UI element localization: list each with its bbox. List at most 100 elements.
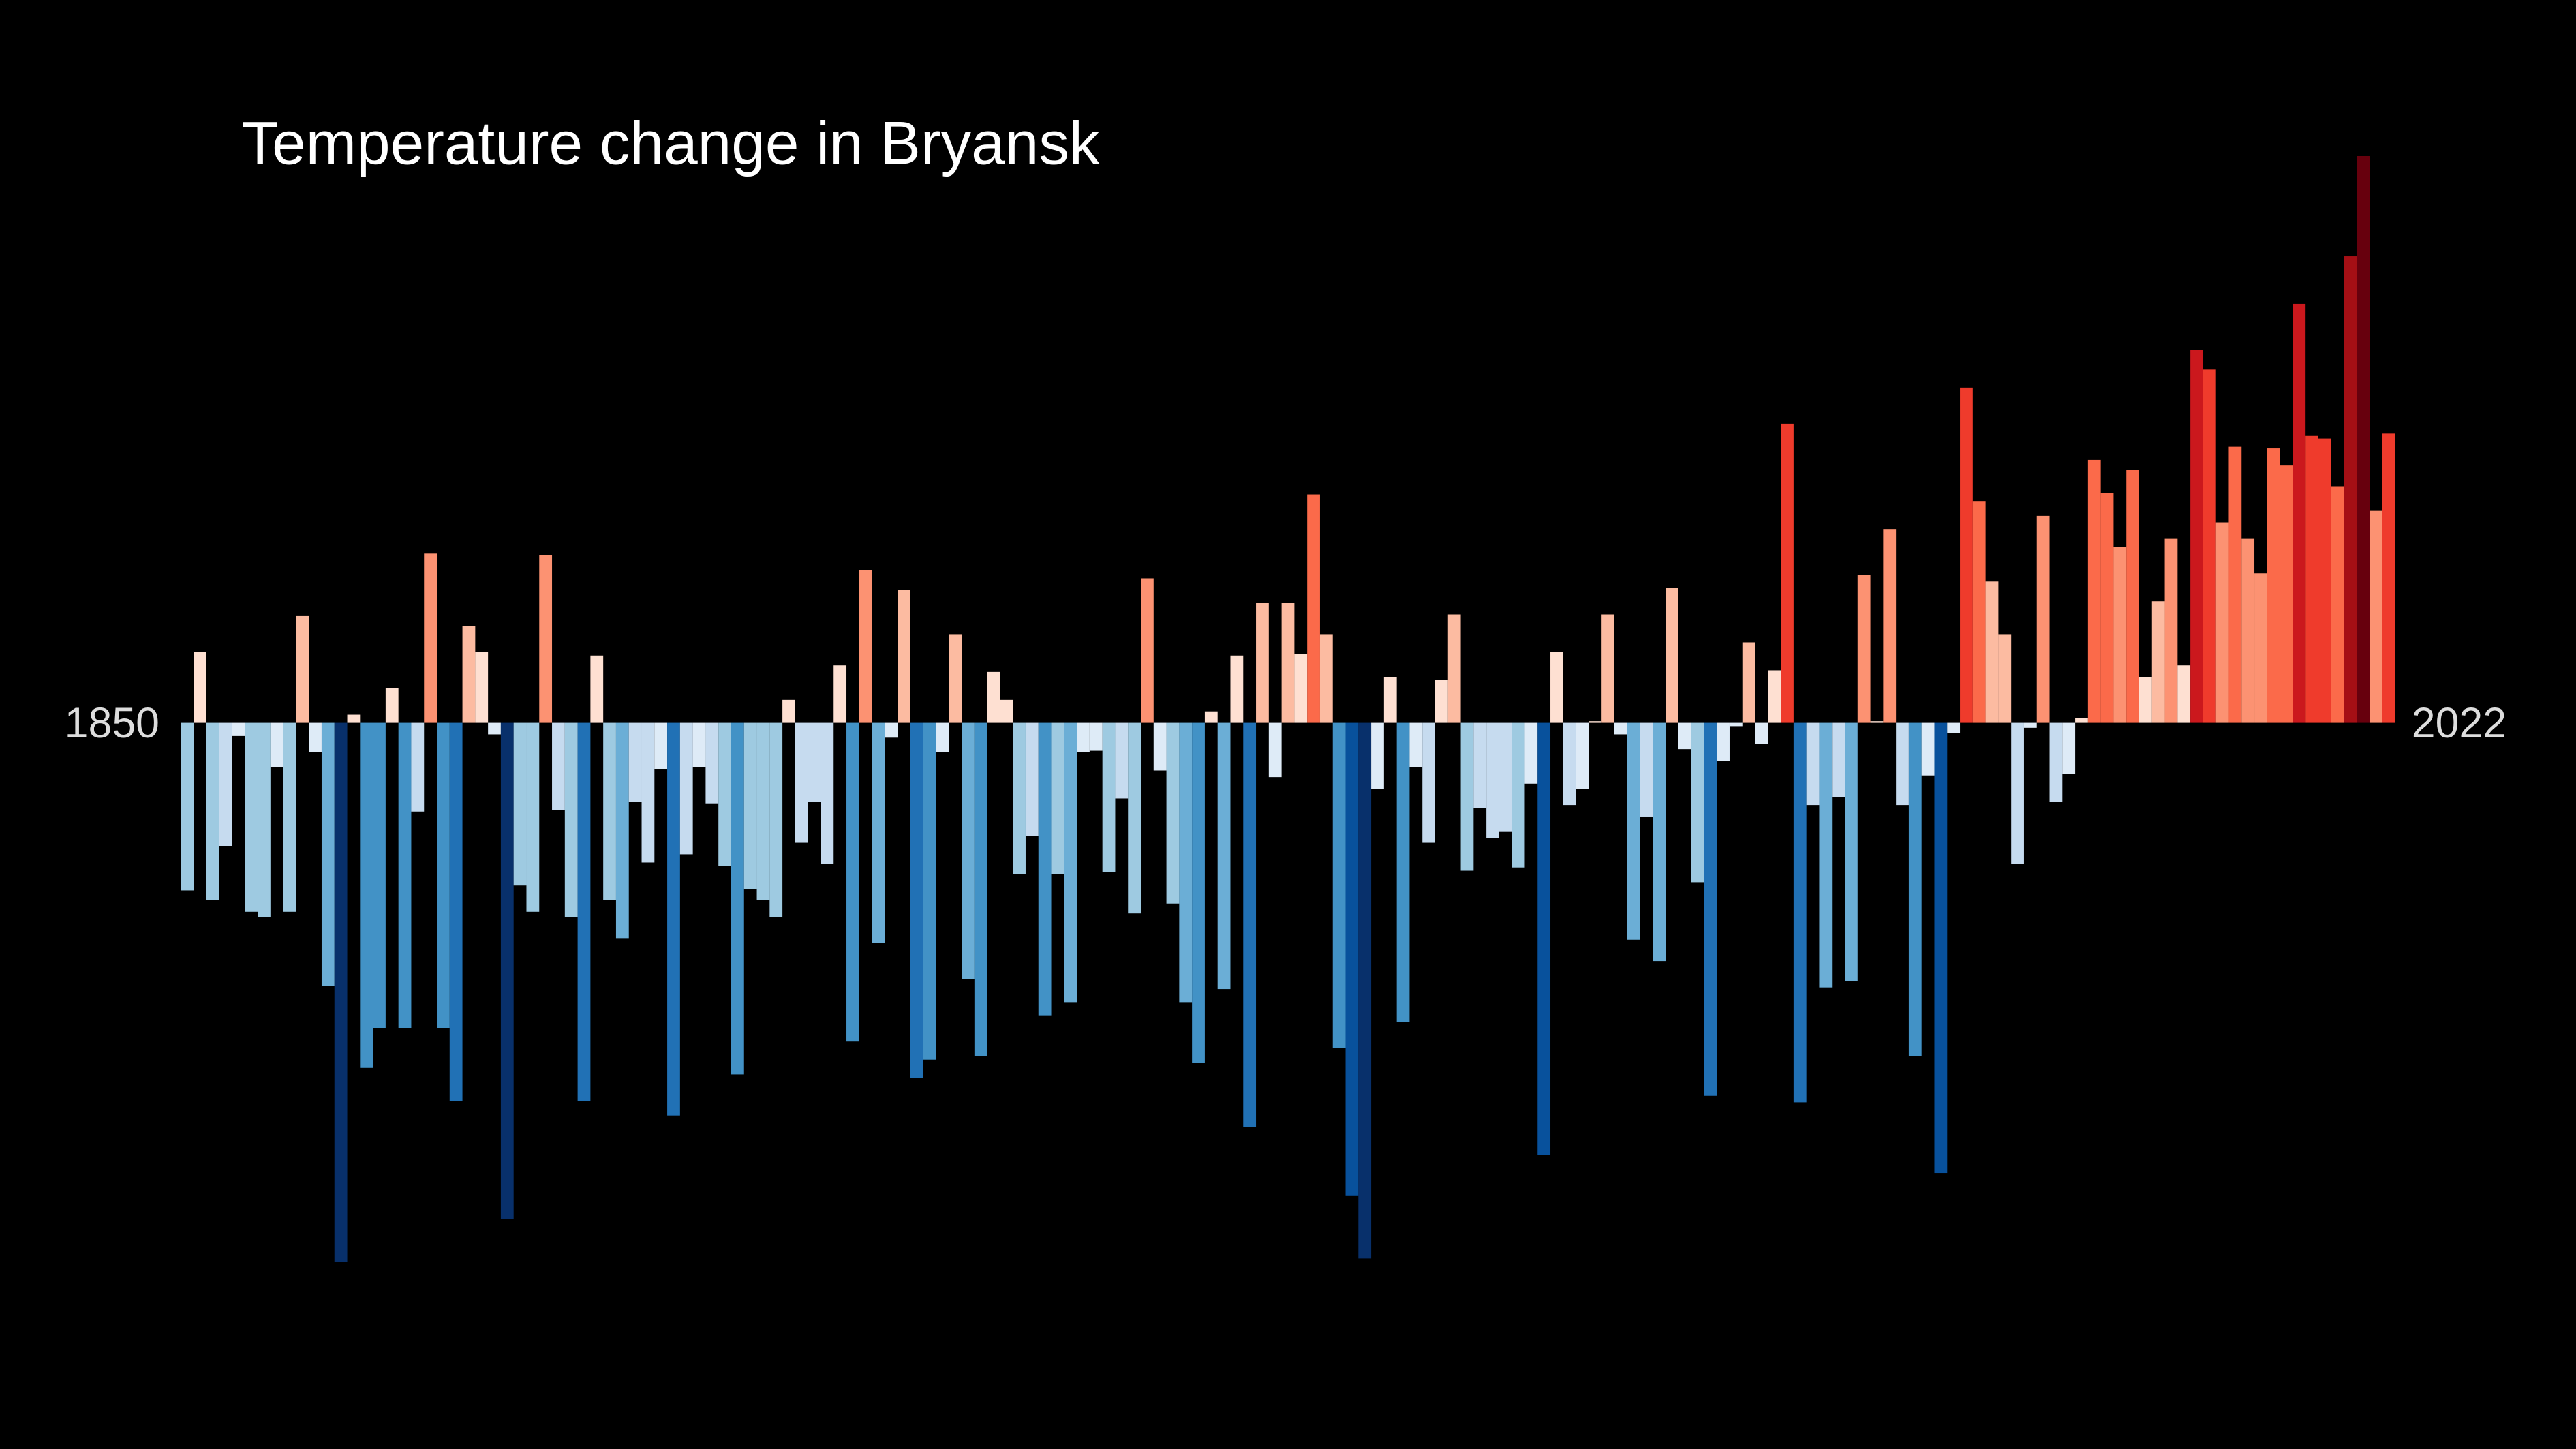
bar — [2293, 303, 2306, 723]
bar — [2177, 665, 2191, 723]
bar — [475, 652, 489, 723]
bar — [1486, 722, 1499, 838]
bar — [2370, 510, 2382, 723]
bar — [795, 722, 808, 843]
bar — [321, 722, 335, 986]
bar — [962, 722, 975, 979]
bar — [1307, 494, 1320, 723]
bar — [1832, 722, 1845, 797]
bar — [782, 699, 795, 723]
bar — [615, 722, 629, 939]
bar — [808, 722, 821, 802]
bar — [1153, 722, 1167, 771]
bar — [1704, 722, 1717, 1096]
bar — [846, 722, 859, 1042]
bar — [1793, 722, 1807, 1103]
bar — [1845, 722, 1858, 981]
bar — [1128, 722, 1141, 914]
bar — [1742, 642, 1755, 723]
bar — [1640, 722, 1653, 817]
bar — [1985, 581, 1999, 723]
bar — [1819, 722, 1833, 988]
bar — [1908, 722, 1922, 1056]
bar — [283, 722, 296, 912]
bar — [1947, 722, 1961, 733]
bar — [1166, 722, 1180, 904]
bar — [1755, 722, 1768, 744]
bar — [2215, 522, 2229, 723]
bar — [1089, 722, 1103, 751]
bar — [1217, 722, 1231, 990]
bar — [270, 722, 283, 767]
bar — [1371, 722, 1384, 789]
bar — [526, 722, 540, 912]
bar — [2382, 433, 2395, 723]
bar — [194, 652, 206, 723]
bar — [603, 722, 616, 900]
bar — [309, 722, 322, 752]
bar — [1230, 655, 1244, 723]
bar — [424, 553, 438, 723]
bar — [1243, 722, 1257, 1127]
bar — [1179, 722, 1193, 1003]
bar — [1332, 722, 1346, 1048]
chart-title: Temperature change in Bryansk — [242, 109, 1100, 177]
bar — [2190, 350, 2203, 723]
bar — [898, 590, 910, 723]
bar — [500, 722, 514, 1219]
bar — [705, 722, 719, 804]
bar — [1972, 501, 1986, 723]
bar — [1077, 722, 1090, 752]
bar — [949, 634, 962, 723]
bar — [1729, 722, 1743, 727]
bar — [488, 722, 501, 735]
bar — [1383, 677, 1397, 723]
bar — [373, 722, 386, 1028]
bar — [936, 722, 949, 752]
bar — [577, 722, 591, 1101]
bar — [2357, 155, 2370, 723]
bar — [462, 626, 476, 723]
bar — [385, 688, 399, 723]
bar — [1870, 721, 1884, 723]
bar — [2228, 446, 2242, 723]
bar — [1524, 722, 1538, 784]
bar — [1396, 722, 1410, 1022]
bar — [181, 722, 194, 891]
bar — [628, 722, 642, 802]
bar — [2087, 459, 2101, 723]
bar — [1358, 722, 1372, 1259]
bar — [1000, 699, 1013, 723]
bar — [539, 555, 553, 723]
bar — [641, 722, 655, 863]
bar — [1422, 722, 1435, 843]
bar — [1806, 722, 1820, 806]
bar — [1025, 722, 1039, 836]
bar — [1627, 722, 1640, 940]
x-tick-label: 1850 — [65, 699, 159, 747]
bar — [2241, 538, 2255, 723]
bar — [1537, 722, 1551, 1155]
bar — [2138, 677, 2152, 723]
bar — [1141, 578, 1154, 723]
bar — [923, 722, 936, 1060]
bar — [1051, 722, 1064, 874]
bar — [2062, 722, 2076, 774]
bar — [334, 722, 348, 1262]
bar — [1717, 722, 1730, 761]
bar — [885, 722, 898, 738]
bar — [1896, 722, 1909, 806]
bar — [513, 722, 527, 886]
bar — [1998, 634, 2012, 723]
bar — [756, 722, 770, 900]
bar — [1473, 722, 1487, 808]
bar — [590, 655, 604, 723]
bar — [449, 722, 463, 1101]
bar — [2113, 547, 2127, 723]
bar — [2305, 435, 2318, 723]
bar — [1601, 614, 1614, 723]
bar — [1064, 722, 1077, 1003]
bar — [219, 722, 232, 846]
bar — [1319, 634, 1333, 723]
